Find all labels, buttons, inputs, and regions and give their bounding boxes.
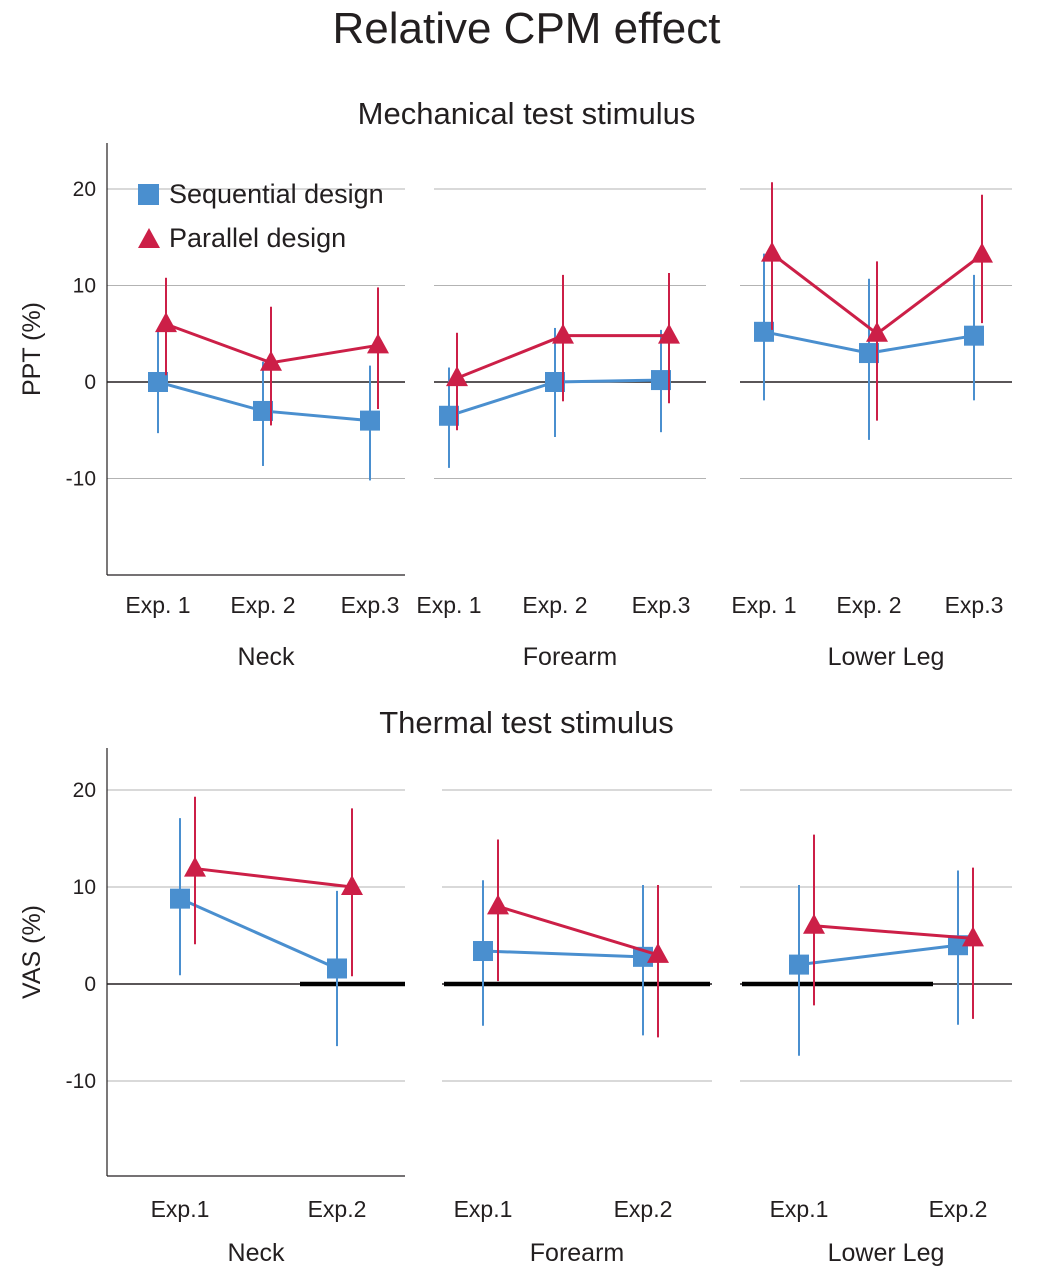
legend-item-sequential: Sequential design [138, 172, 384, 216]
mechanical-test-stimulus-neck-sequential-design-point-exp-3 [360, 410, 380, 431]
mechanical-test-stimulus-forearm-category-label-exp-1: Exp. 1 [416, 592, 481, 618]
mechanical-test-stimulus-ytick-label-10: 10 [73, 275, 96, 298]
thermal-test-stimulus-forearm-group-label: Forearm [530, 1239, 624, 1267]
thermal-test-stimulus-neck-parallel-design-point-exp-2 [341, 875, 363, 895]
mechanical-test-stimulus-forearm-parallel-design-point-exp-3 [658, 323, 680, 344]
legend-item-parallel: Parallel design [138, 216, 384, 260]
mechanical-test-stimulus-forearm-group-label: Forearm [523, 643, 617, 671]
thermal-test-stimulus-forearm-parallel-design-point-exp-1 [487, 894, 509, 915]
square-marker-icon [138, 183, 159, 205]
thermal-test-stimulus-lower-leg-sequential-design-point-exp-2 [948, 935, 968, 956]
thermal-test-stimulus-neck-sequential-design-point-exp-2 [327, 958, 347, 979]
mechanical-test-stimulus-lower-leg-parallel-design-point-exp-2 [866, 321, 888, 342]
mechanical-test-stimulus-lower-leg-parallel-design-point-exp-3 [971, 242, 993, 263]
mechanical-test-stimulus-neck-category-label-exp-2: Exp. 2 [230, 592, 295, 618]
mechanical-test-stimulus-neck-parallel-design-point-exp-1 [155, 312, 177, 333]
mechanical-test-stimulus-ytick-label-10: -10 [66, 468, 96, 491]
mechanical-test-stimulus-neck-parallel-design-point-exp-3 [367, 333, 389, 354]
thermal-test-stimulus-lower-leg-category-label-exp-1: Exp.1 [770, 1196, 829, 1222]
thermal-test-stimulus-neck-category-label-exp-2: Exp.2 [308, 1196, 367, 1222]
thermal-test-stimulus-neck-sequential-design-line [179, 897, 338, 970]
thermal-test-stimulus-y-axis-label: VAS (%) [18, 905, 46, 999]
mechanical-test-stimulus-ytick-label-0: 0 [84, 371, 96, 394]
thermal-test-stimulus-ytick-label-0: 0 [84, 973, 96, 996]
mechanical-test-stimulus-lower-leg-group-label: Lower Leg [828, 643, 945, 671]
thermal-test-stimulus-ytick-label-10: 10 [73, 876, 96, 899]
mechanical-test-stimulus-lower-leg-category-label-exp-2: Exp. 2 [836, 592, 901, 618]
mechanical-test-stimulus-neck-category-label-exp-1: Exp. 1 [125, 592, 190, 618]
mechanical-test-stimulus-forearm-category-label-exp-3: Exp.3 [632, 592, 691, 618]
mechanical-test-stimulus-forearm-parallel-design-point-exp-1 [446, 366, 468, 387]
mechanical-test-stimulus-lower-leg-sequential-design-point-exp-3 [964, 325, 984, 346]
thermal-test-stimulus-forearm-parallel-design-line [497, 904, 659, 957]
mechanical-test-stimulus-forearm-sequential-design-point-exp-1 [439, 405, 459, 426]
mechanical-test-stimulus-neck-sequential-design-point-exp-1 [148, 372, 168, 392]
mechanical-test-stimulus-lower-leg-category-label-exp-1: Exp. 1 [731, 592, 796, 618]
thermal-test-stimulus-ytick-label-10: -10 [66, 1070, 96, 1093]
thermal-test-stimulus-lower-leg-group-label: Lower Leg [828, 1239, 945, 1267]
mechanical-test-stimulus-lower-leg-parallel-design-point-exp-1 [761, 241, 783, 262]
thermal-test-stimulus-lower-leg-parallel-design-point-exp-2 [962, 926, 984, 947]
thermal-test-stimulus-neck-parallel-design-line [194, 867, 353, 889]
mechanical-test-stimulus-lower-leg-sequential-design-point-exp-2 [859, 343, 879, 364]
thermal-test-stimulus-lower-leg-category-label-exp-2: Exp.2 [929, 1196, 988, 1222]
mechanical-test-stimulus-forearm-parallel-design-point-exp-2 [552, 323, 574, 344]
mechanical-test-stimulus-y-axis-label: PPT (%) [18, 302, 46, 396]
mechanical-test-stimulus-lower-leg-category-label-exp-3: Exp.3 [945, 592, 1004, 618]
legend: Sequential design Parallel design [138, 172, 384, 260]
mechanical-test-stimulus-lower-leg-sequential-design-point-exp-1 [754, 321, 774, 342]
mechanical-test-stimulus-neck-group-label: Neck [238, 643, 295, 671]
mechanical-test-stimulus-forearm-category-label-exp-2: Exp. 2 [522, 592, 587, 618]
thermal-test-stimulus-lower-leg-parallel-design-point-exp-1 [803, 913, 825, 934]
thermal-test-stimulus-forearm-parallel-design-point-exp-2 [647, 942, 669, 963]
thermal-test-stimulus-forearm-category-label-exp-2: Exp.2 [614, 1196, 673, 1222]
legend-label-parallel: Parallel design [169, 222, 347, 253]
mechanical-test-stimulus-forearm-sequential-design-point-exp-2 [545, 372, 565, 392]
mechanical-test-stimulus-ytick-label-20: 20 [73, 178, 96, 201]
mechanical-test-stimulus-neck-parallel-design-point-exp-2 [260, 350, 282, 371]
thermal-test-stimulus-ytick-label-20: 20 [73, 779, 96, 802]
thermal-test-stimulus-lower-leg-sequential-design-point-exp-1 [789, 954, 809, 975]
legend-label-sequential: Sequential design [169, 178, 384, 209]
thermal-test-stimulus-forearm-sequential-design-line [482, 949, 644, 959]
thermal-test-stimulus-neck-sequential-design-point-exp-1 [170, 888, 190, 909]
figure-title: Relative CPM effect [332, 4, 721, 53]
thermal-test-stimulus-neck-group-label: Neck [228, 1239, 285, 1267]
thermal-test-stimulus-lower-leg-sequential-design-line [798, 943, 959, 967]
mechanical-test-stimulus-neck-category-label-exp-3: Exp.3 [341, 592, 400, 618]
thermal-test-stimulus-forearm-category-label-exp-1: Exp.1 [454, 1196, 513, 1222]
mechanical-test-stimulus-neck-sequential-design-point-exp-2 [253, 400, 273, 421]
mechanical-panel-title: Mechanical test stimulus [357, 96, 696, 131]
thermal-test-stimulus-forearm-sequential-design-point-exp-1 [473, 941, 493, 962]
thermal-test-stimulus-neck-parallel-design-point-exp-1 [184, 856, 206, 877]
mechanical-test-stimulus-forearm-sequential-design-point-exp-3 [651, 370, 671, 391]
thermal-test-stimulus-neck-category-label-exp-1: Exp.1 [151, 1196, 210, 1222]
thermal-test-stimulus-lower-leg-parallel-design-line [813, 924, 974, 940]
triangle-marker-icon [138, 228, 160, 248]
thermal-panel-title: Thermal test stimulus [379, 705, 674, 740]
